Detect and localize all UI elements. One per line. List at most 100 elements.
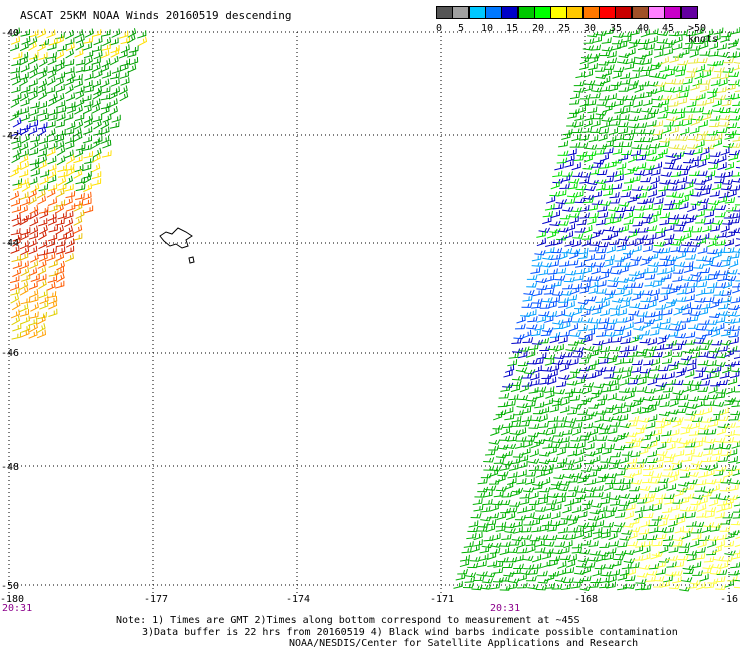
wind-barb <box>528 343 539 351</box>
wind-barb <box>659 247 671 254</box>
wind-barb <box>609 421 621 427</box>
wind-barb <box>554 162 564 171</box>
wind-barb <box>602 336 613 345</box>
wind-barb <box>702 406 712 415</box>
wind-barb <box>20 315 30 325</box>
wind-barb <box>74 164 84 173</box>
wind-barb <box>716 51 729 58</box>
wind-barb <box>530 439 541 449</box>
wind-barb <box>712 545 722 554</box>
wind-barb <box>19 285 29 296</box>
wind-barb <box>463 541 474 548</box>
wind-barb <box>548 558 558 567</box>
wind-barb <box>511 375 524 381</box>
wind-barb <box>511 415 522 423</box>
wind-barb <box>20 85 31 94</box>
wind-barb <box>526 396 538 402</box>
wind-barb <box>557 526 568 534</box>
wind-barb <box>732 513 740 519</box>
wind-barb <box>643 197 655 203</box>
wind-barb <box>56 272 65 283</box>
wind-barb <box>646 88 658 94</box>
wind-barb <box>492 424 504 430</box>
wind-barb <box>577 510 588 519</box>
wind-barb <box>485 485 497 491</box>
wind-barb <box>735 573 740 575</box>
wind-barb <box>643 359 654 366</box>
wind-barb <box>700 302 711 310</box>
wind-barb <box>733 501 740 507</box>
wind-barb <box>645 111 656 120</box>
wind-barb <box>653 241 665 247</box>
wind-barb <box>715 239 726 246</box>
wind-barb <box>610 269 623 275</box>
wind-barb <box>705 205 717 211</box>
wind-barb <box>513 526 523 534</box>
wind-barb <box>659 98 670 106</box>
wind-barb <box>91 163 101 173</box>
wind-barb <box>573 120 584 128</box>
wind-barb <box>619 377 630 386</box>
wind-barb <box>679 85 690 93</box>
wind-barb <box>82 104 92 115</box>
wind-barb <box>468 520 479 528</box>
wind-barb <box>695 366 707 373</box>
wind-barb <box>655 417 667 423</box>
wind-barb <box>73 169 83 179</box>
wind-barb <box>536 237 546 247</box>
wind-barb <box>526 274 538 280</box>
wind-barb <box>126 49 137 58</box>
wind-barb <box>551 503 562 511</box>
wind-barb <box>47 169 57 179</box>
wind-barb <box>498 392 510 399</box>
wind-barb <box>625 463 637 470</box>
wind-barb <box>685 511 696 519</box>
wind-barb <box>55 100 66 108</box>
wind-barb <box>627 350 638 358</box>
wind-barb <box>512 347 524 354</box>
wind-barb <box>536 352 547 360</box>
wind-barb <box>585 442 595 451</box>
wind-barb <box>47 175 57 184</box>
wind-barb <box>543 398 553 406</box>
wind-barb <box>538 310 550 317</box>
wind-barb <box>11 300 21 311</box>
wind-barb <box>12 51 23 60</box>
wind-barb <box>675 69 686 77</box>
wind-barb <box>656 190 666 198</box>
wind-barb <box>632 66 644 72</box>
wind-barb <box>709 455 721 462</box>
wind-barb <box>609 191 620 199</box>
wind-barb <box>493 457 505 464</box>
wind-barb <box>566 192 579 198</box>
wind-barb <box>663 86 675 93</box>
wind-barb <box>711 339 723 346</box>
wind-barb <box>698 496 708 505</box>
wind-barb <box>558 140 569 148</box>
wind-barb <box>670 240 682 246</box>
wind-barb <box>653 498 663 506</box>
wind-barb <box>683 149 695 155</box>
lon-label: -180 <box>0 594 24 605</box>
wind-barb <box>627 154 638 163</box>
wind-barb <box>696 281 708 288</box>
wind-barb <box>592 35 603 44</box>
wind-barb <box>606 135 617 143</box>
wind-barb <box>720 224 730 233</box>
wind-barb <box>83 126 93 135</box>
wind-barb <box>700 35 711 44</box>
wind-barb <box>671 570 683 576</box>
wind-barb <box>717 415 729 422</box>
wind-barb <box>607 281 619 288</box>
wind-barb <box>506 435 518 442</box>
wind-barb <box>557 518 568 526</box>
wind-barb <box>671 92 681 101</box>
wind-barb <box>625 575 636 582</box>
wind-barb <box>557 560 567 569</box>
wind-barb <box>647 377 657 386</box>
lon-label: -174 <box>286 594 310 605</box>
wind-barb <box>110 86 120 96</box>
wind-barb <box>509 540 520 546</box>
wind-barb <box>615 206 627 213</box>
wind-barb <box>665 152 677 158</box>
